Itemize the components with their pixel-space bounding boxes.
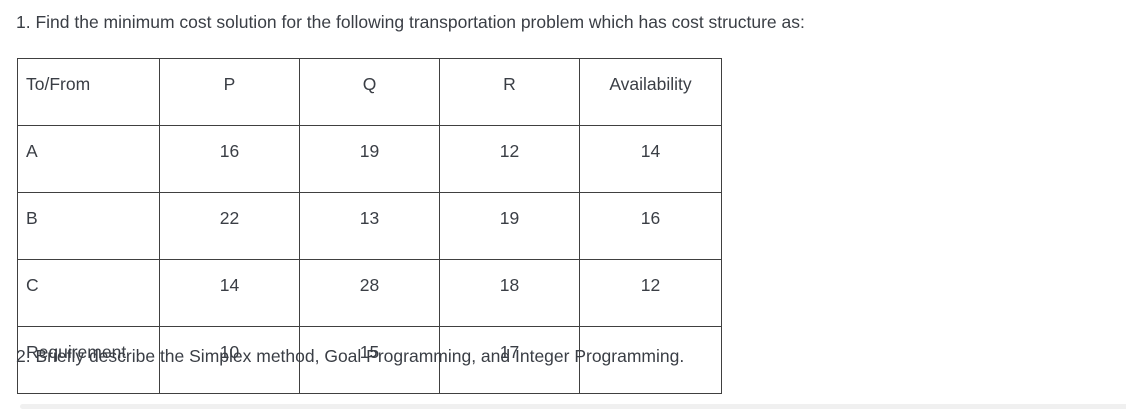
table-row-b: B 22 13 19 16 (17, 192, 722, 260)
table-cell: 14 (579, 125, 722, 193)
table-cell: 16 (159, 125, 300, 193)
table-row-requirement: Requirement 10 15 17 (17, 326, 722, 394)
table-cell: 19 (439, 192, 580, 260)
table-cell: 13 (299, 192, 440, 260)
table-row-a: A 16 19 12 14 (17, 125, 722, 193)
table-row-c: C 14 28 18 12 (17, 259, 722, 327)
question-2-text: 2. Briefly describe the Simplex method, … (16, 346, 685, 366)
table-cell: 10 (159, 326, 300, 394)
col-header-p: P (159, 58, 300, 126)
table-cell: 28 (299, 259, 440, 327)
row-label-a: A (17, 125, 160, 193)
row-label-b: B (17, 192, 160, 260)
transportation-cost-table: To/From P Q R Availability A 16 19 12 14… (17, 58, 722, 394)
row-label-requirement: Requirement (17, 326, 160, 394)
table-cell: 22 (159, 192, 300, 260)
table-header-row: To/From P Q R Availability (17, 58, 722, 126)
table-cell: 17 (439, 326, 580, 394)
table-cell: 12 (579, 259, 722, 327)
col-header-availability: Availability (579, 58, 722, 126)
table-cell: 14 (159, 259, 300, 327)
table-cell-empty (579, 326, 722, 394)
table-cell: 19 (299, 125, 440, 193)
table-cell: 18 (439, 259, 580, 327)
col-header-q: Q (299, 58, 440, 126)
row-label-c: C (17, 259, 160, 327)
col-header-to-from: To/From (17, 58, 160, 126)
question-1-text: 1. Find the minimum cost solution for th… (16, 12, 805, 32)
col-header-r: R (439, 58, 580, 126)
table-cell: 15 (299, 326, 440, 394)
table-cell: 12 (439, 125, 580, 193)
bottom-divider-bar (20, 404, 1126, 409)
table-cell: 16 (579, 192, 722, 260)
